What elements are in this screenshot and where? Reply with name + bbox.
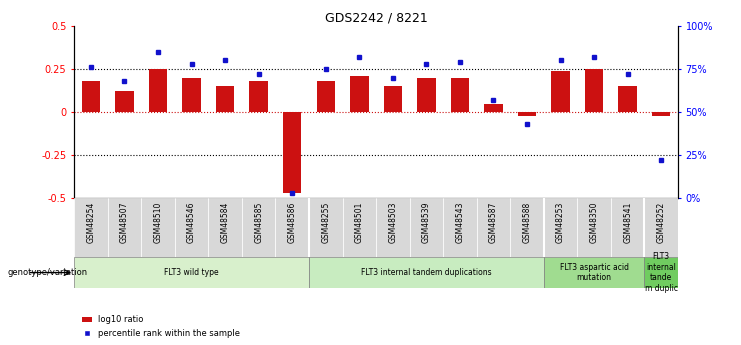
Bar [476, 198, 511, 257]
Bar [115, 91, 133, 112]
Text: GSM48587: GSM48587 [489, 201, 498, 243]
Bar [74, 198, 107, 257]
Text: GSM48541: GSM48541 [623, 201, 632, 243]
Text: FLT3
internal
tande
m duplic: FLT3 internal tande m duplic [645, 253, 678, 293]
Bar [518, 112, 536, 116]
Bar [309, 257, 544, 288]
Bar [410, 198, 443, 257]
Text: GSM48510: GSM48510 [153, 201, 162, 243]
Text: GSM48588: GSM48588 [522, 201, 531, 243]
Text: genotype/variation: genotype/variation [7, 268, 87, 277]
Bar [82, 81, 100, 112]
Bar [175, 198, 208, 257]
Text: GSM48501: GSM48501 [355, 201, 364, 243]
Text: GSM48254: GSM48254 [87, 201, 96, 243]
Bar [342, 198, 376, 257]
Text: GSM48586: GSM48586 [288, 201, 296, 243]
Bar [208, 198, 242, 257]
Bar [645, 257, 678, 288]
Text: GSM48584: GSM48584 [221, 201, 230, 243]
Text: GSM48350: GSM48350 [590, 201, 599, 243]
Text: GSM48252: GSM48252 [657, 201, 665, 243]
Bar [645, 198, 678, 257]
Bar [443, 198, 476, 257]
Bar [309, 198, 342, 257]
Text: GSM48503: GSM48503 [388, 201, 397, 243]
Bar [611, 198, 645, 257]
Text: FLT3 aspartic acid
mutation: FLT3 aspartic acid mutation [559, 263, 628, 282]
Bar [551, 71, 570, 112]
Bar [417, 78, 436, 112]
Bar [585, 69, 603, 112]
Bar [451, 78, 469, 112]
Bar [316, 81, 335, 112]
Bar [619, 86, 637, 112]
Bar [384, 86, 402, 112]
Text: FLT3 internal tandem duplications: FLT3 internal tandem duplications [361, 268, 492, 277]
Bar [652, 112, 671, 116]
Text: GSM48585: GSM48585 [254, 201, 263, 243]
Text: GSM48543: GSM48543 [456, 201, 465, 243]
Text: GSM48507: GSM48507 [120, 201, 129, 243]
Text: GSM48539: GSM48539 [422, 201, 431, 243]
Bar [276, 198, 309, 257]
Bar [544, 257, 645, 288]
Bar [544, 198, 577, 257]
Bar [283, 112, 302, 193]
Text: FLT3 wild type: FLT3 wild type [165, 268, 219, 277]
Bar [74, 257, 309, 288]
Text: GSM48255: GSM48255 [322, 201, 330, 243]
Text: GSM48253: GSM48253 [556, 201, 565, 243]
Bar [142, 198, 175, 257]
Bar [511, 198, 544, 257]
Bar [577, 198, 611, 257]
Text: GSM48546: GSM48546 [187, 201, 196, 243]
Bar [242, 198, 276, 257]
Bar [107, 198, 142, 257]
Bar [485, 104, 502, 112]
Bar [216, 86, 234, 112]
Bar [250, 81, 268, 112]
Legend: log10 ratio, percentile rank within the sample: log10 ratio, percentile rank within the … [79, 312, 244, 341]
Bar [182, 78, 201, 112]
Bar [149, 69, 167, 112]
Title: GDS2242 / 8221: GDS2242 / 8221 [325, 12, 428, 25]
Bar [376, 198, 410, 257]
Bar [350, 76, 368, 112]
